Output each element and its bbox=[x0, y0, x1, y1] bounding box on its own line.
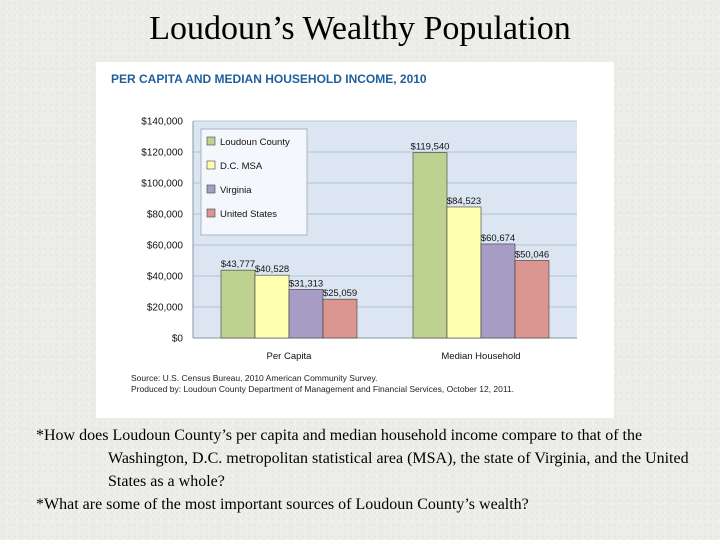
data-label: $40,528 bbox=[255, 264, 289, 275]
y-tick-label: $0 bbox=[172, 334, 184, 345]
data-label: $84,523 bbox=[447, 196, 481, 207]
x-tick-label: Median Household bbox=[441, 351, 520, 362]
y-tick-label: $120,000 bbox=[141, 148, 183, 159]
slide-title: Loudoun’s Wealthy Population bbox=[149, 10, 571, 47]
data-label: $43,777 bbox=[221, 259, 255, 270]
bar bbox=[514, 260, 550, 339]
x-tick-label: Per Capita bbox=[267, 351, 313, 362]
legend-swatch bbox=[206, 184, 216, 194]
discussion-questions: How does Loudoun County’s per capita and… bbox=[36, 424, 706, 516]
legend-swatch bbox=[206, 208, 216, 218]
bar bbox=[288, 289, 324, 339]
chart-panel: PER CAPITA AND MEDIAN HOUSEHOLD INCOME, … bbox=[96, 62, 614, 418]
data-label: $60,674 bbox=[481, 233, 515, 244]
chart-title: PER CAPITA AND MEDIAN HOUSEHOLD INCOME, … bbox=[111, 72, 427, 86]
legend-swatch bbox=[206, 160, 216, 170]
producer-line: Produced by: Loudoun County Department o… bbox=[131, 384, 515, 394]
data-label: $119,540 bbox=[411, 142, 450, 153]
y-tick-label: $140,000 bbox=[141, 117, 183, 128]
data-label: $50,046 bbox=[515, 249, 549, 260]
y-tick-label: $40,000 bbox=[147, 272, 184, 283]
y-tick-label: $20,000 bbox=[147, 303, 184, 314]
bar bbox=[220, 269, 256, 339]
bar bbox=[412, 152, 448, 339]
legend-label: D.C. MSA bbox=[220, 161, 263, 172]
chart-source: Source: U.S. Census Bureau, 2010 America… bbox=[131, 373, 514, 395]
legend-swatch bbox=[206, 136, 216, 146]
legend-label: Virginia bbox=[220, 185, 252, 196]
question-2: What are some of the most important sour… bbox=[36, 493, 706, 516]
bar bbox=[254, 274, 290, 339]
question-1: How does Loudoun County’s per capita and… bbox=[36, 424, 706, 493]
legend-label: Loudoun County bbox=[220, 137, 290, 148]
y-tick-label: $60,000 bbox=[147, 241, 184, 252]
bar bbox=[322, 298, 358, 339]
y-tick-label: $100,000 bbox=[141, 179, 183, 190]
bar-chart: $0 $20,000 $40,000 $60,000 $80,000 $100,000 $1… bbox=[141, 117, 577, 362]
legend-box bbox=[200, 128, 308, 236]
data-label: $25,059 bbox=[323, 288, 357, 299]
y-tick-label: $80,000 bbox=[147, 210, 184, 221]
bar bbox=[446, 206, 482, 339]
bar bbox=[480, 243, 516, 339]
source-line: Source: U.S. Census Bureau, 2010 America… bbox=[131, 373, 378, 383]
legend-label: United States bbox=[220, 209, 277, 220]
data-label: $31,313 bbox=[289, 278, 323, 289]
